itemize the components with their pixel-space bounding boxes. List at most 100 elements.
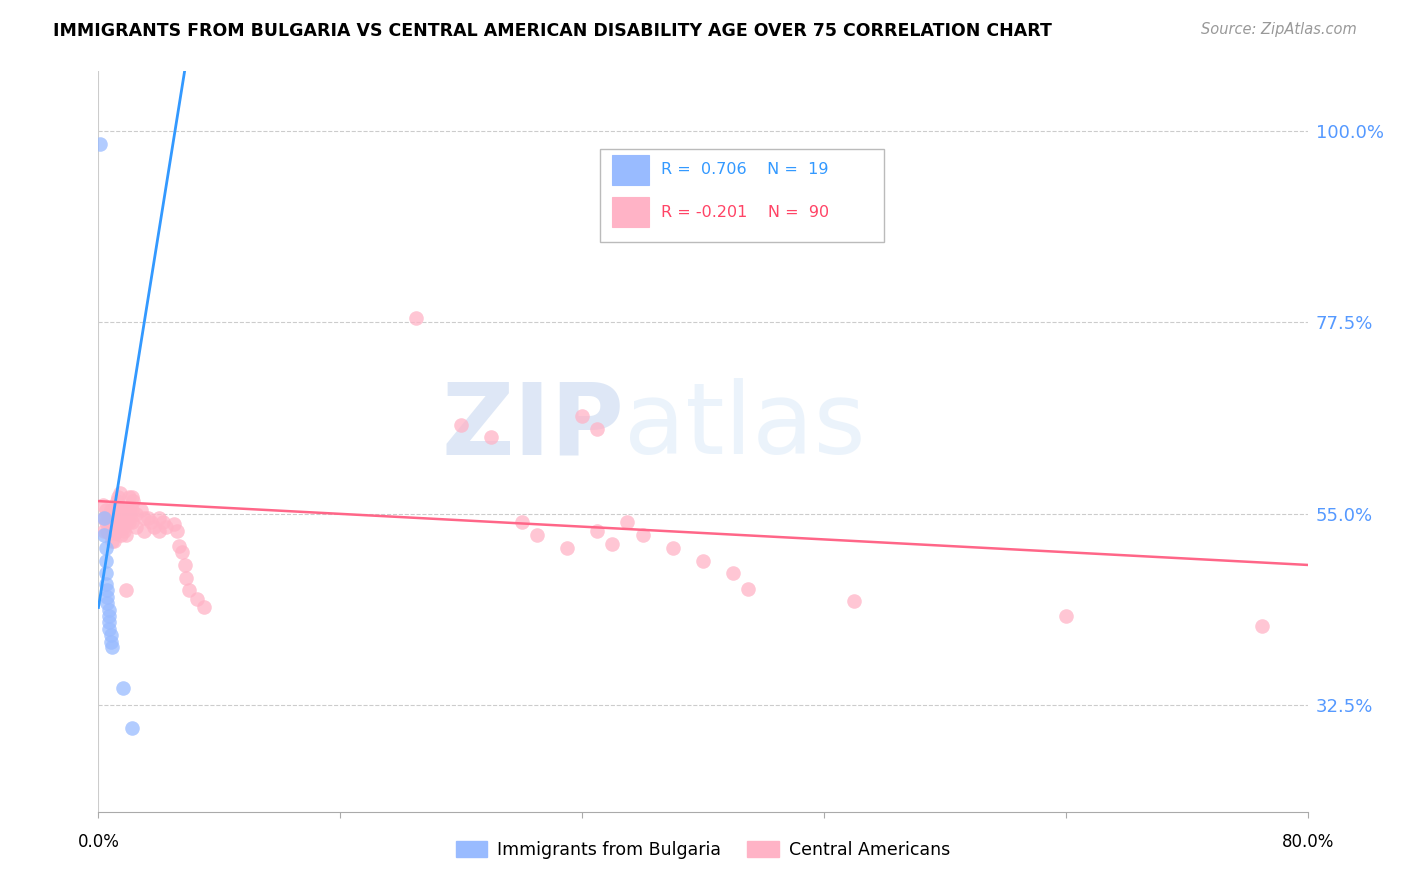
Point [481, 430, 503, 444]
Point [100, 628, 122, 642]
Text: Source: ZipAtlas.com: Source: ZipAtlas.com [1201, 22, 1357, 37]
Point [94, 554, 117, 568]
Point [91, 499, 114, 513]
Point [186, 591, 208, 606]
Point [526, 528, 548, 542]
Point [118, 502, 141, 516]
Point [112, 511, 135, 525]
Point [450, 417, 472, 432]
Point [103, 508, 125, 523]
Point [616, 516, 638, 530]
Point [101, 640, 124, 655]
Point [112, 524, 135, 538]
Point [121, 722, 143, 736]
Point [110, 516, 132, 530]
Point [93, 524, 115, 538]
Point [631, 528, 654, 542]
Point [844, 593, 866, 607]
Point [96, 508, 118, 523]
Point [193, 600, 215, 615]
Point [108, 485, 131, 500]
Point [737, 582, 759, 596]
Text: ZIP: ZIP [441, 378, 624, 475]
Point [110, 528, 132, 542]
Point [132, 524, 155, 538]
Point [101, 507, 124, 521]
Point [141, 516, 163, 530]
Point [94, 541, 117, 555]
Point [94, 516, 117, 530]
Point [93, 528, 115, 542]
Point [125, 519, 148, 533]
Point [103, 521, 125, 535]
Text: R =  0.706    N =  19: R = 0.706 N = 19 [661, 162, 828, 178]
Point [105, 494, 128, 508]
Point [100, 517, 122, 532]
Point [118, 490, 141, 504]
Point [586, 422, 609, 436]
Point [118, 516, 141, 530]
Point [571, 409, 593, 423]
Point [94, 566, 117, 581]
Point [586, 524, 609, 538]
Point [98, 622, 121, 636]
Point [148, 524, 170, 538]
Point [166, 524, 188, 538]
Point [111, 521, 134, 535]
Text: R = -0.201    N =  90: R = -0.201 N = 90 [661, 204, 828, 219]
Point [152, 516, 174, 530]
Legend: Immigrants from Bulgaria, Central Americans: Immigrants from Bulgaria, Central Americ… [449, 834, 957, 866]
Point [167, 539, 190, 553]
Point [101, 519, 124, 533]
Point [89, 136, 111, 151]
Point [108, 500, 131, 514]
Text: 80.0%: 80.0% [1281, 833, 1334, 851]
Point [692, 554, 714, 568]
Point [1054, 609, 1077, 624]
Point [136, 511, 159, 525]
Point [96, 583, 118, 598]
Point [602, 536, 624, 550]
Point [122, 494, 145, 508]
Point [105, 519, 128, 533]
Point [101, 534, 124, 549]
Text: IMMIGRANTS FROM BULGARIA VS CENTRAL AMERICAN DISABILITY AGE OVER 75 CORRELATION : IMMIGRANTS FROM BULGARIA VS CENTRAL AMER… [53, 22, 1052, 40]
Point [125, 507, 148, 521]
Point [104, 500, 127, 514]
FancyBboxPatch shape [600, 149, 884, 242]
Point [174, 571, 197, 585]
Point [98, 609, 121, 624]
Point [96, 596, 118, 610]
Point [405, 311, 427, 326]
Point [98, 603, 121, 617]
Point [98, 511, 121, 525]
FancyBboxPatch shape [613, 197, 648, 227]
Point [143, 519, 166, 533]
Point [121, 502, 143, 516]
Point [148, 511, 170, 525]
FancyBboxPatch shape [613, 155, 648, 185]
Point [661, 541, 683, 555]
Point [100, 502, 122, 516]
Point [555, 541, 578, 555]
Point [104, 513, 127, 527]
Point [114, 502, 136, 516]
Point [114, 583, 136, 598]
Point [170, 545, 193, 559]
Point [100, 634, 122, 648]
Point [96, 524, 118, 538]
Text: atlas: atlas [624, 378, 866, 475]
Point [111, 508, 134, 523]
Point [93, 511, 115, 525]
Point [96, 591, 118, 605]
Point [110, 502, 132, 516]
Point [155, 519, 177, 533]
Point [107, 502, 129, 516]
Text: 0.0%: 0.0% [77, 833, 120, 851]
Point [132, 511, 155, 525]
Point [114, 516, 136, 530]
Point [114, 528, 136, 542]
Point [108, 514, 131, 528]
Point [105, 507, 128, 521]
Point [173, 558, 195, 572]
